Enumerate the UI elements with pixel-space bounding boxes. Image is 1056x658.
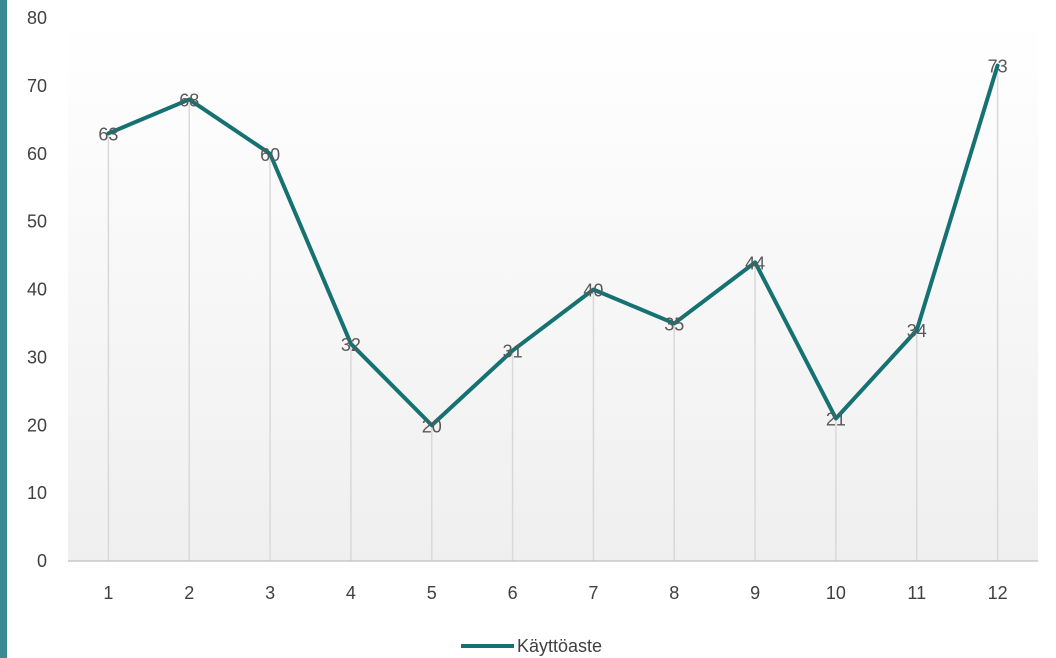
x-tick-label-6: 6	[508, 583, 518, 603]
data-label-10: 21	[826, 409, 846, 429]
x-tick-label-10: 10	[826, 583, 846, 603]
y-axis-tick-labels: 0 10 20 30 40 50 60 70 80	[27, 8, 47, 571]
x-tick-label-8: 8	[669, 583, 679, 603]
legend: Käyttöaste	[461, 636, 602, 656]
y-tick-label-20: 20	[27, 415, 47, 435]
x-tick-label-7: 7	[588, 583, 598, 603]
y-tick-label-70: 70	[27, 76, 47, 96]
x-tick-label-4: 4	[346, 583, 356, 603]
data-label-8: 35	[664, 314, 684, 334]
data-label-3: 60	[260, 145, 280, 165]
data-label-6: 31	[503, 342, 523, 362]
x-tick-label-9: 9	[750, 583, 760, 603]
data-label-12: 73	[988, 57, 1008, 77]
data-label-1: 63	[98, 124, 118, 144]
series-line-0	[106, 63, 1000, 428]
x-tick-label-12: 12	[988, 583, 1008, 603]
data-labels: 63 68 60 32 20 31 40 35 44 21 34 73	[98, 57, 1007, 437]
plot-area-background	[68, 18, 1038, 561]
y-tick-label-30: 30	[27, 347, 47, 367]
x-axis-tick-labels: 1 2 3 4 5 6 7 8 9 10 11 12	[103, 583, 1007, 603]
x-tick-label-5: 5	[427, 583, 437, 603]
x-tick-label-11: 11	[907, 583, 926, 603]
y-tick-label-0: 0	[37, 551, 47, 571]
x-tick-label-3: 3	[265, 583, 275, 603]
series-lines	[106, 63, 1000, 428]
legend-label-kayttoaste: Käyttöaste	[517, 636, 602, 656]
data-label-11: 34	[907, 321, 927, 341]
y-tick-label-40: 40	[27, 280, 47, 300]
left-accent-bar	[0, 0, 7, 658]
drop-lines	[107, 65, 999, 561]
data-label-5: 20	[422, 416, 442, 436]
y-tick-label-50: 50	[27, 212, 47, 232]
data-label-2: 68	[179, 90, 199, 110]
y-tick-label-60: 60	[27, 144, 47, 164]
data-label-9: 44	[745, 253, 765, 273]
x-tick-label-2: 2	[184, 583, 194, 603]
data-label-7: 40	[583, 281, 603, 301]
data-label-4: 32	[341, 335, 361, 355]
x-tick-label-1: 1	[103, 583, 113, 603]
y-tick-label-10: 10	[27, 483, 47, 503]
y-tick-label-80: 80	[27, 8, 47, 28]
